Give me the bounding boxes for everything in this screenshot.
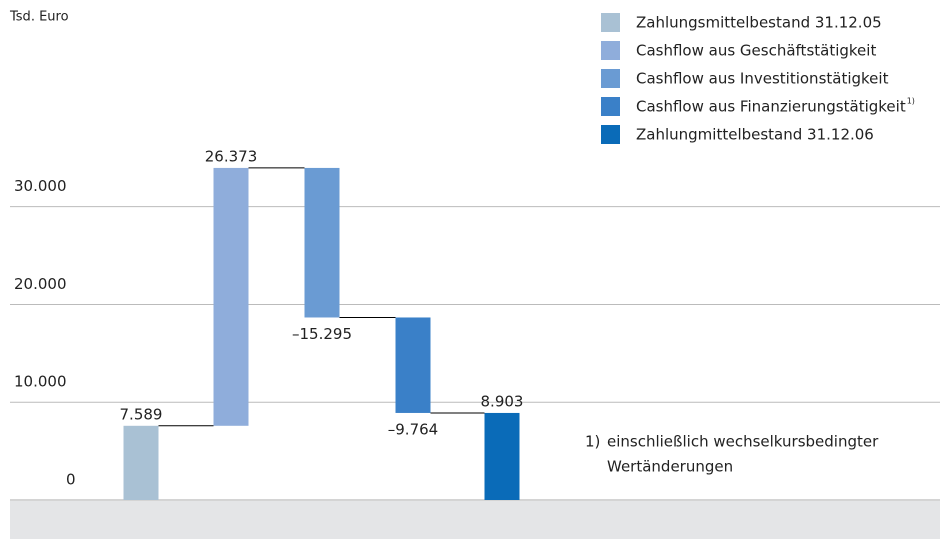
legend-label: Zahlungmittelbestand 31.12.06 (636, 126, 874, 144)
baseline-band (10, 501, 940, 539)
y-tick-label: 20.000 (14, 275, 67, 293)
bar (123, 425, 159, 500)
bar (213, 167, 249, 426)
footnote-marker: 1) (907, 97, 915, 106)
legend-swatch (601, 125, 620, 144)
bar (304, 167, 340, 318)
legend-label: Cashflow aus Finanzierungstätigkeit (636, 98, 906, 116)
footnote-text: Wertänderungen (607, 458, 733, 476)
legend-label: Cashflow aus Investitionstätigkeit (636, 70, 889, 88)
y-tick-label: 0 (66, 471, 76, 489)
legend-label: Zahlungsmittelbestand 31.12.05 (636, 14, 882, 32)
footnote-text: einschließlich wechselkursbedingter (607, 433, 879, 451)
unit-label: Tsd. Euro (9, 10, 69, 25)
legend-swatch (601, 69, 620, 88)
value-label: –9.764 (388, 420, 438, 438)
value-label: 8.903 (481, 392, 524, 410)
y-tick-label: 30.000 (14, 177, 67, 195)
value-label: –15.295 (292, 325, 352, 343)
bar (484, 412, 520, 500)
legend-swatch (601, 13, 620, 32)
bar (395, 317, 431, 413)
legend: Zahlungsmittelbestand 31.12.05 Cashflow … (601, 13, 915, 144)
legend-label: Cashflow aus Geschäftstätigkeit (636, 42, 876, 60)
y-tick-label: 10.000 (14, 373, 67, 391)
value-label: 26.373 (205, 147, 258, 165)
legend-swatch (601, 97, 620, 116)
legend-swatch (601, 41, 620, 60)
footnote-marker: 1) (585, 433, 600, 451)
value-label: 7.589 (120, 405, 163, 423)
